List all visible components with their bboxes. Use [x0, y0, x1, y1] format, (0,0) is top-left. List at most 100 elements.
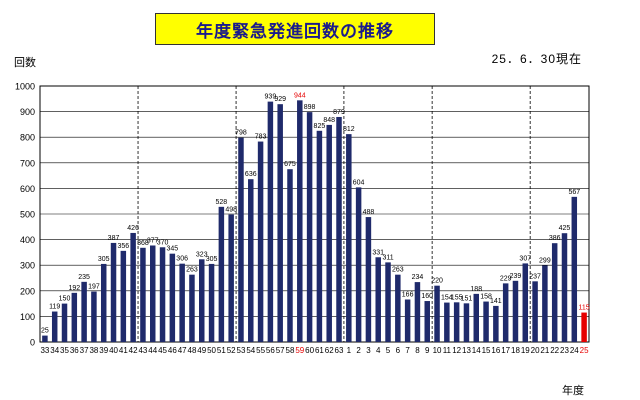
x-tick-label-15: 15 — [482, 346, 491, 355]
bar-59 — [297, 100, 303, 342]
x-tick-label-54: 54 — [246, 346, 255, 355]
value-label-18: 239 — [510, 273, 522, 280]
bar-37 — [81, 281, 87, 342]
bar-45 — [159, 247, 166, 342]
bar-23 — [561, 233, 568, 342]
y-tick-label: 400 — [20, 235, 35, 245]
value-label-17: 229 — [500, 275, 512, 282]
y-tick-label: 200 — [20, 286, 35, 296]
x-tick-label-55: 55 — [256, 346, 265, 355]
as-of-date: 25．6．30現在 — [491, 52, 582, 66]
value-label-54: 636 — [245, 171, 257, 178]
x-tick-label-50: 50 — [207, 346, 216, 355]
x-tick-label-40: 40 — [109, 346, 118, 355]
x-tick-label-35: 35 — [60, 346, 69, 355]
bar-10 — [434, 285, 440, 342]
y-tick-label: 800 — [20, 133, 35, 143]
value-label-2: 604 — [353, 179, 365, 186]
x-tick-label-6: 6 — [396, 346, 401, 355]
bar-22 — [551, 243, 558, 342]
y-tick-label: 500 — [20, 210, 35, 220]
value-label-15: 158 — [480, 294, 492, 301]
value-label-22: 386 — [549, 235, 561, 242]
bar-55 — [257, 141, 264, 342]
value-label-21: 299 — [539, 257, 551, 264]
x-tick-label-21: 21 — [540, 346, 549, 355]
bar-6 — [395, 274, 401, 342]
bar-58 — [287, 169, 293, 342]
value-label-35: 150 — [59, 296, 71, 303]
bar-46 — [169, 253, 176, 342]
x-tick-label-9: 9 — [425, 346, 430, 355]
x-tick-label-12: 12 — [452, 346, 461, 355]
x-tick-label-4: 4 — [376, 346, 381, 355]
bar-52 — [228, 214, 234, 342]
value-label-10: 220 — [431, 278, 443, 285]
x-tick-label-42: 42 — [129, 346, 138, 355]
value-label-36: 192 — [68, 285, 80, 292]
value-label-59: 944 — [294, 92, 306, 99]
value-label-53: 798 — [235, 130, 247, 137]
bar-41 — [120, 250, 127, 342]
value-label-14: 188 — [470, 286, 482, 293]
value-label-13: 151 — [461, 295, 473, 302]
bar-36 — [71, 292, 78, 342]
x-tick-label-58: 58 — [286, 346, 295, 355]
x-tick-label-39: 39 — [99, 346, 108, 355]
y-tick-label: 100 — [20, 312, 35, 322]
bar-7 — [404, 299, 411, 342]
bar-43 — [140, 247, 146, 342]
value-label-48: 263 — [186, 267, 198, 274]
x-tick-label-23: 23 — [560, 346, 569, 355]
value-label-5: 311 — [382, 254, 393, 261]
bar-62 — [326, 124, 332, 342]
value-label-39: 305 — [98, 256, 110, 263]
value-label-61: 825 — [314, 123, 326, 130]
value-label-9: 160 — [421, 293, 433, 300]
bar-19 — [522, 263, 529, 342]
value-label-37: 235 — [78, 274, 90, 281]
value-label-45: 370 — [157, 239, 169, 246]
x-tick-label-49: 49 — [197, 346, 206, 355]
value-label-52: 498 — [225, 207, 237, 214]
y-tick-label: 600 — [20, 184, 35, 194]
bar-18 — [512, 280, 519, 342]
value-label-58: 675 — [284, 161, 296, 168]
value-label-20: 237 — [529, 273, 541, 280]
y-tick-label: 700 — [20, 158, 35, 168]
bar-44 — [149, 245, 156, 342]
bar-8 — [414, 282, 421, 342]
bar-20 — [532, 281, 538, 342]
value-label-23: 425 — [559, 225, 571, 232]
x-tick-label-24: 24 — [570, 346, 579, 355]
x-tick-label-36: 36 — [70, 346, 79, 355]
x-tick-label-22: 22 — [550, 346, 559, 355]
value-label-49: 323 — [196, 251, 208, 258]
bar-5 — [385, 262, 391, 342]
bar-17 — [502, 283, 509, 342]
value-label-57: 929 — [274, 96, 286, 103]
x-tick-label-56: 56 — [266, 346, 275, 355]
x-axis-label: 年度 — [562, 385, 584, 397]
value-label-4: 331 — [372, 249, 384, 256]
value-label-55: 783 — [255, 134, 267, 141]
bar-24 — [571, 196, 578, 342]
y-tick-label: 900 — [20, 107, 35, 117]
value-label-56: 939 — [265, 94, 277, 101]
value-label-16: 141 — [490, 298, 502, 305]
value-label-38: 197 — [88, 284, 100, 291]
value-label-24: 567 — [568, 189, 580, 196]
x-tick-label-33: 33 — [40, 346, 49, 355]
bar-42 — [130, 232, 136, 342]
value-label-44: 377 — [147, 237, 159, 244]
value-label-42: 426 — [127, 225, 139, 232]
x-tick-label-2: 2 — [356, 346, 361, 355]
x-tick-label-7: 7 — [405, 346, 410, 355]
x-tick-label-25: 25 — [580, 346, 589, 355]
x-tick-label-53: 53 — [237, 346, 246, 355]
x-tick-label-16: 16 — [491, 346, 500, 355]
x-tick-label-60: 60 — [305, 346, 314, 355]
x-tick-label-18: 18 — [511, 346, 520, 355]
x-tick-label-41: 41 — [119, 346, 128, 355]
